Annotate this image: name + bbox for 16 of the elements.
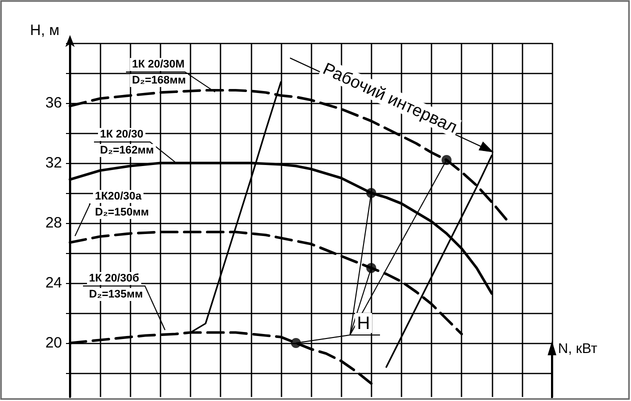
text: 1К20/30а — [95, 190, 142, 202]
annotation: D₂=135мм — [89, 288, 143, 300]
text: 1К 20/30б — [89, 272, 140, 284]
annotation: H — [357, 313, 370, 333]
y-tick-label: 32 — [45, 154, 62, 172]
series-label: 1К 20/30М — [132, 58, 185, 70]
annotation: D₂=162мм — [100, 144, 154, 156]
annotation: D₂=150мм — [95, 206, 149, 218]
y-axis-title: H, м — [30, 22, 60, 39]
annotation: D₂=168мм — [132, 74, 186, 86]
text: 1К 20/30 — [100, 128, 144, 140]
y-tick-label: 28 — [45, 214, 62, 232]
y-tick-label: 24 — [45, 274, 62, 292]
y-tick-label: 20 — [45, 334, 62, 352]
y-tick-label: 36 — [45, 94, 62, 112]
x-axis-title: N, кВт — [558, 340, 598, 356]
